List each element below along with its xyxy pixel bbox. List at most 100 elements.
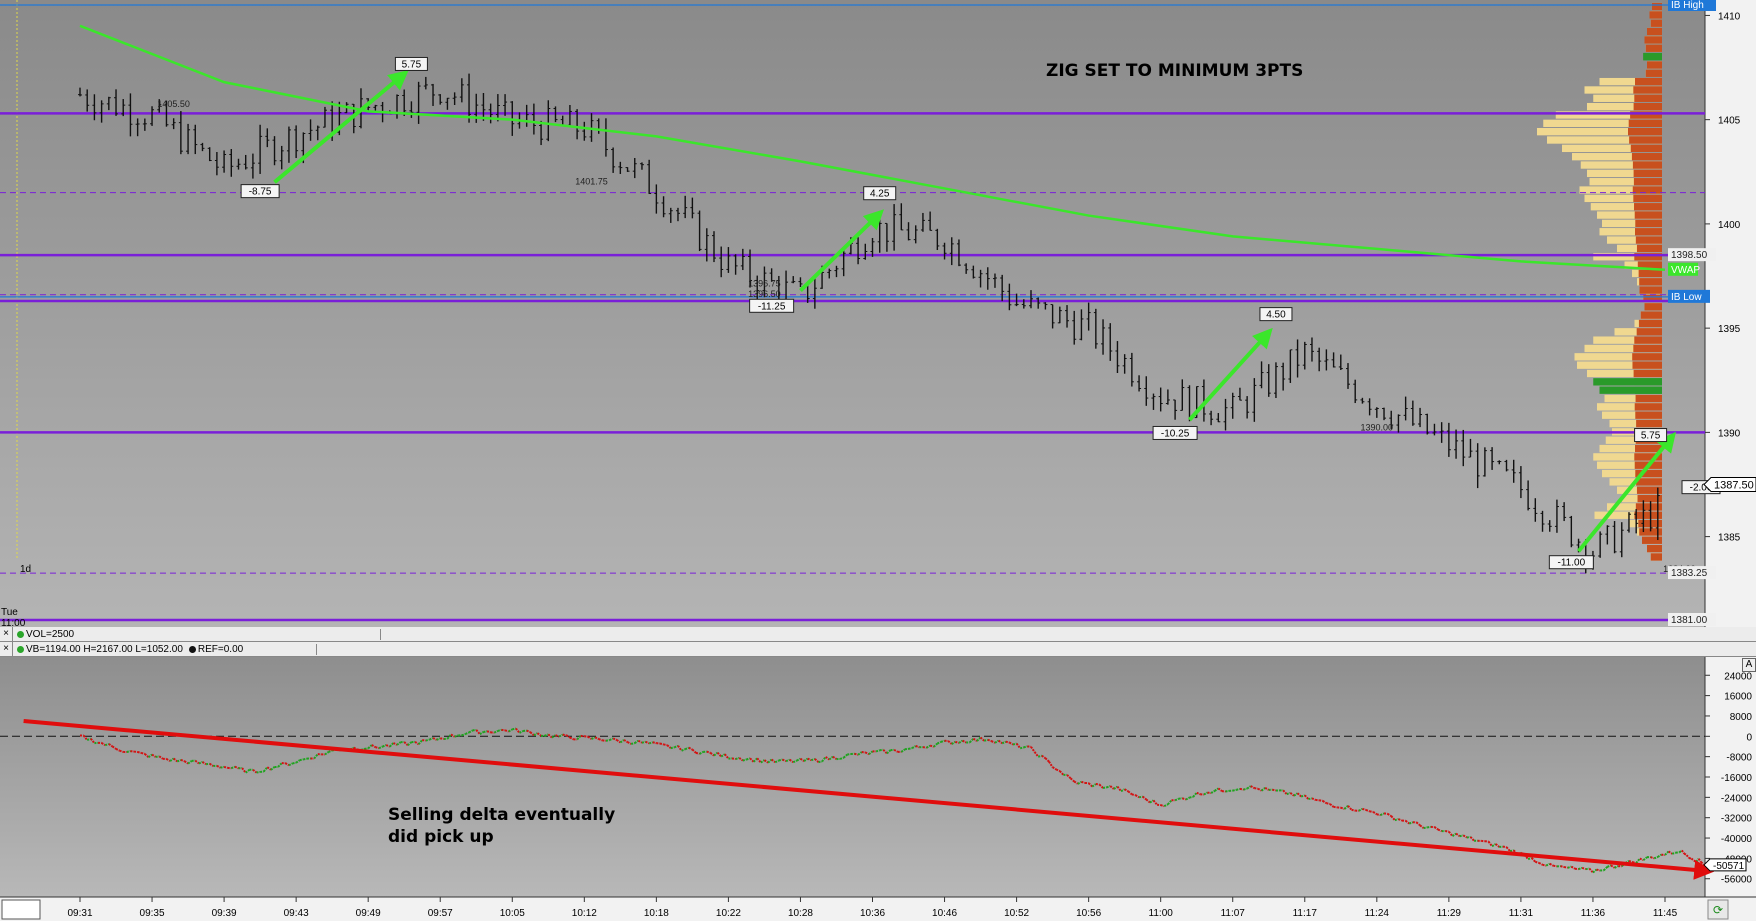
delta-segment (1445, 830, 1450, 833)
delta-segment (234, 765, 239, 770)
refresh-icon[interactable]: ⟳ (1713, 903, 1723, 917)
delta-segment (997, 739, 1003, 745)
delta-segment (371, 744, 376, 749)
delta-segment (1286, 791, 1291, 796)
delta-segment (1192, 792, 1198, 798)
delta-segment (785, 758, 791, 763)
delta-segment (652, 741, 657, 745)
delta-segment (1390, 815, 1396, 821)
delta-segment (1217, 787, 1223, 792)
delta-segment (198, 761, 203, 765)
delta-segment (1059, 770, 1065, 776)
profile-bar (1597, 211, 1662, 219)
delta-segment (803, 757, 809, 762)
profile-bar-inner (1633, 369, 1662, 378)
time-tick-label: 10:36 (860, 908, 885, 919)
profile-bar (1602, 411, 1662, 419)
delta-segment (165, 758, 171, 762)
delta-segment (1250, 785, 1255, 789)
profile-bar (1584, 86, 1662, 94)
delta-segment (688, 746, 693, 751)
delta-segment (699, 750, 704, 755)
delta-segment (799, 757, 805, 762)
delta-segment (1073, 780, 1079, 785)
delta-segment (832, 755, 838, 760)
delta-segment (1189, 795, 1194, 799)
delta-segment (1322, 800, 1327, 805)
time-tick-label: 10:28 (788, 908, 813, 919)
profile-bar-inner (1634, 403, 1662, 411)
delta-segment (634, 739, 639, 744)
delta-tick-label: -40000 (1721, 834, 1753, 845)
volume-setting[interactable]: VOL=2500 (26, 628, 381, 640)
delta-segment (627, 741, 632, 745)
delta-segment (1087, 782, 1093, 788)
delta-segment (782, 758, 787, 763)
delta-segment (843, 753, 848, 759)
profile-bar (1599, 228, 1662, 236)
delta-segment (1372, 811, 1378, 816)
price-tick-label: 1390 (1718, 428, 1741, 439)
delta-segment (82, 734, 88, 741)
delta-settings[interactable]: VB=1194.00 H=2167.00 L=1052.00 (26, 643, 183, 655)
profile-bar (1577, 361, 1662, 369)
delta-segment (979, 736, 985, 742)
delta-segment (147, 753, 153, 758)
delta-segment (598, 738, 603, 742)
delta-segment (821, 756, 827, 763)
profile-bar (1572, 153, 1662, 161)
delta-segment (1044, 757, 1050, 763)
delta-segment (1048, 761, 1054, 768)
delta-segment (1538, 861, 1543, 866)
profile-bar-inner (1632, 353, 1662, 361)
delta-segment (1239, 787, 1244, 791)
panel-corner-button[interactable]: A (1742, 658, 1756, 672)
profile-bar-inner (1636, 478, 1662, 486)
delta-tick-label: 24000 (1724, 671, 1752, 682)
delta-segment (1033, 751, 1040, 758)
profile-bar-inner (1652, 2, 1662, 11)
delta-segment (432, 737, 438, 741)
delta-segment (1015, 742, 1021, 749)
delta-segment (900, 748, 906, 753)
profile-bar (1587, 102, 1662, 111)
delta-segment (763, 759, 769, 764)
delta-segment (756, 757, 762, 764)
delta-segment (911, 745, 917, 750)
delta-segment (1560, 865, 1565, 868)
level-tag-box (1668, 613, 1716, 626)
delta-segment (417, 739, 423, 745)
delta-segment (1113, 785, 1119, 790)
delta-ref[interactable]: REF=0.00 (198, 643, 317, 655)
delta-segment (1152, 799, 1158, 806)
delta-segment (1603, 866, 1609, 872)
price-tick-label: 1405 (1718, 116, 1741, 127)
delta-segment (1102, 786, 1107, 789)
close-icon[interactable]: × (0, 627, 13, 641)
delta-segment (875, 749, 881, 753)
close-icon[interactable]: × (0, 642, 13, 656)
delta-segment (1214, 787, 1219, 792)
profile-bar-inner (1643, 294, 1662, 303)
profile-bar (1609, 419, 1662, 428)
profile-bar-inner (1630, 111, 1662, 119)
profile-bar-inner (1634, 511, 1662, 519)
delta-segment (1394, 818, 1399, 822)
delta-segment (536, 732, 542, 737)
delta-segment (1037, 754, 1043, 758)
delta-segment (868, 750, 874, 756)
delta-segment (551, 734, 557, 739)
delta-panel-background (0, 657, 1705, 897)
level-price-label: 1390.00 (1361, 422, 1394, 432)
delta-segment (738, 757, 744, 762)
swing-arrow (1576, 431, 1677, 553)
delta-segment (1329, 803, 1335, 808)
delta-segment (504, 729, 510, 733)
delta-segment (367, 744, 373, 750)
delta-segment (515, 727, 521, 734)
delta-segment (922, 746, 927, 749)
delta-segment (158, 755, 164, 760)
profile-bar-inner (1632, 361, 1662, 369)
status-dot-icon (17, 630, 24, 638)
delta-segment (864, 751, 870, 756)
